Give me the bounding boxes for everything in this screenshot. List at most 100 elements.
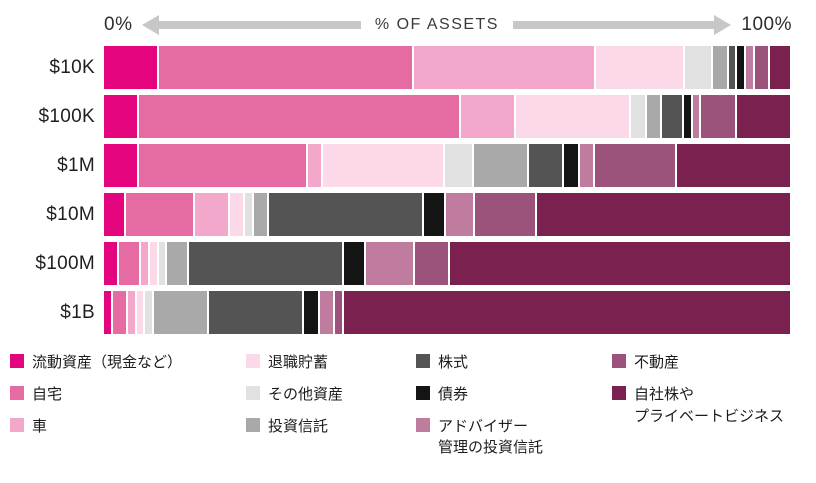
bar-segment-stocks [269,193,423,236]
legend-swatch-liquid [10,354,24,368]
bar-segment-funds [473,144,527,187]
bar-segment-funds [167,242,188,285]
row-label: $10M [46,203,95,225]
legend-column-3: 株式債券アドバイザー 管理の投資信託 [416,352,612,469]
bar-segment-home [112,291,126,334]
bar-segment-retirement [516,95,630,138]
bar-segment-other [145,291,152,334]
arrow-left-icon [142,15,160,35]
bar-segment-car [141,242,148,285]
bar-segment-advisor [746,46,753,89]
legend-item-realestate: 不動産 [612,352,784,374]
axis-zero-label: 0% [104,14,133,35]
bar-segment-home [139,144,306,187]
chart-row-100k: $100K [0,95,790,138]
arrow-band-left [159,21,361,29]
bar-segment-car [460,95,515,138]
legend-column-4: 不動産自社株や プライベートビジネス [612,352,784,469]
chart-row-1m: $1M [0,144,790,187]
stacked-bar [104,242,790,285]
legend-item-other: その他資産 [246,384,416,406]
bar-segment-advisor [692,95,700,138]
bar-segment-advisor [366,242,414,285]
legend-swatch-car [10,417,24,432]
legend-swatch-home [10,385,24,400]
bar-segment-car [307,144,322,187]
axis-header: 0% % OF ASSETS 100% [104,10,792,40]
bar-segment-retirement [149,242,157,285]
bar-segment-advisor [446,193,473,236]
bar-segment-realestate [754,46,768,89]
bar-segment-liquid [104,242,118,285]
bar-segment-funds [253,193,268,236]
legend-swatch-realestate [612,354,626,368]
bar-segment-business [450,242,790,285]
bar-segment-stocks [209,291,303,334]
legend-swatch-advisor [416,417,430,432]
bar-segment-retirement [323,144,443,187]
legend-item-liquid: 流動資産（現金など） [10,352,246,374]
legend-item-business: 自社株や プライベートビジネス [612,384,784,428]
legend-swatch-bonds [416,385,430,400]
bar-segment-funds [713,46,727,89]
bar-segment-realestate [335,291,342,334]
legend: 流動資産（現金など） 自宅車退職貯蓄 その他資産 投資信託 株式 債券 アドバイザー 管理の… [10,352,816,469]
bar-segment-stocks [528,144,563,187]
arrow-right-icon [714,15,732,35]
axis-title: % OF ASSETS [374,16,499,33]
row-label: $10K [49,56,95,78]
bar-segment-funds [646,95,661,138]
bar-segment-liquid [104,144,138,187]
bar-segment-liquid [104,95,138,138]
wealth-composition-chart: 0% % OF ASSETS 100% $10K $100K $1M $10M $100… [0,10,816,469]
bar-segment-liquid [104,291,111,334]
bar-segment-other [245,193,252,236]
legend-column-1: 流動資産（現金など） 自宅車 [10,352,246,469]
bar-segment-home [119,242,140,285]
legend-swatch-stocks [416,354,430,368]
legend-item-retirement: 退職貯蓄 [246,352,416,374]
legend-label-retirement: 退職貯蓄 [268,354,329,371]
bar-segment-business [769,46,790,89]
bar-segment-car [414,46,595,89]
chart-row-100m: $100M [0,242,790,285]
bar-segment-business [736,95,790,138]
legend-swatch-retirement [246,354,260,368]
bar-segment-retirement [229,193,244,236]
legend-item-bonds: 債券 [416,384,612,406]
legend-item-home: 自宅 [10,384,246,406]
bar-segment-bonds [564,144,578,187]
bar-segment-stocks [662,95,683,138]
stacked-bar [104,193,790,236]
stacked-bar-chart: $10K $100K $1M $10M $100M $1B [0,46,790,334]
stacked-bar [104,144,790,187]
axis-hundred-label: 100% [741,14,792,35]
bar-segment-liquid [104,46,158,89]
bar-segment-realestate [474,193,535,236]
legend-label-business: 自社株や プライベートビジネス [634,385,785,425]
bar-segment-funds [153,291,208,334]
legend-item-stocks: 株式 [416,352,612,374]
chart-row-10m: $10M [0,193,790,236]
axis-arrow: % OF ASSETS [142,15,732,35]
bar-segment-home [159,46,413,89]
arrow-band-right [512,21,715,29]
bar-segment-home [125,193,193,236]
chart-row-10k: $10K [0,46,790,89]
legend-column-2: 退職貯蓄その他資産投資信託 [246,352,416,469]
bar-segment-other [444,144,472,187]
bar-segment-advisor [319,291,334,334]
bar-segment-bonds [424,193,445,236]
legend-label-funds: 投資信託 [268,417,329,435]
bar-segment-business [536,193,790,236]
legend-label-advisor: アドバイザー 管理の投資信託 [438,417,544,457]
bar-segment-retirement [596,46,683,89]
bar-segment-bonds [684,95,691,138]
bar-segment-car [127,291,135,334]
bar-segment-home [139,95,459,138]
legend-swatch-other [246,385,260,400]
legend-label-other: その他資産 [268,385,344,403]
legend-label-realestate: 不動産 [634,354,680,371]
legend-label-liquid: 流動資産（現金など） [32,354,183,371]
stacked-bar [104,46,790,89]
